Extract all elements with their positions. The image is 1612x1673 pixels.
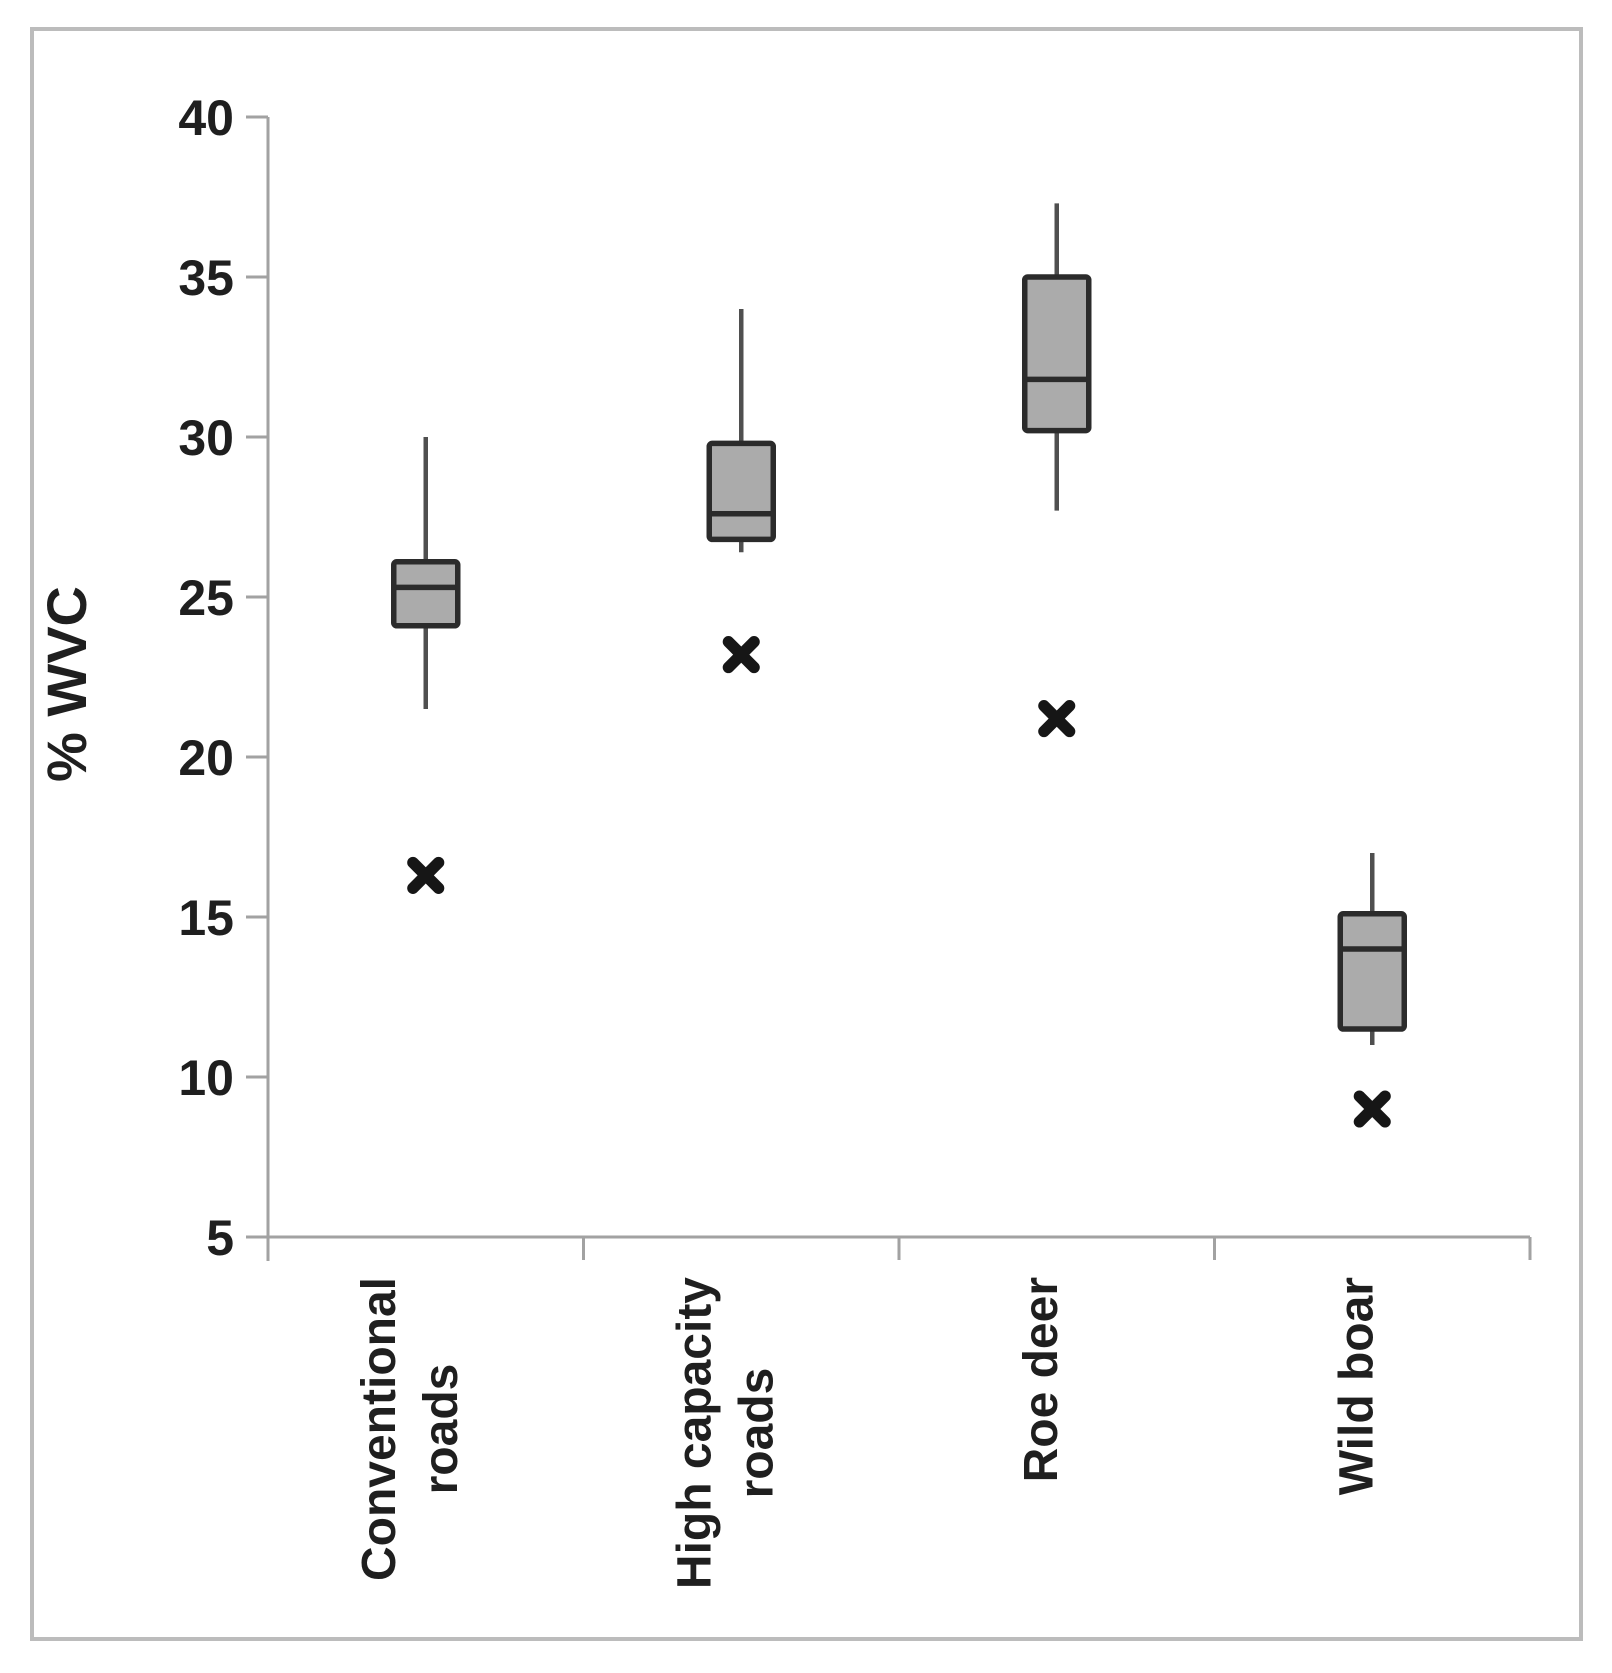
y-tick-label: 20	[178, 730, 234, 786]
outlier-x-marker	[1353, 1090, 1391, 1128]
figure-border	[30, 27, 1583, 1641]
y-tick-label: 40	[178, 90, 234, 146]
y-tick-label: 5	[206, 1210, 234, 1266]
x-category-label: roads	[415, 1364, 468, 1495]
box-iqr	[706, 440, 776, 543]
y-tick-label: 25	[178, 570, 234, 626]
x-category-label: Conventional	[353, 1277, 406, 1581]
y-axis-title: % WVC	[35, 586, 98, 782]
outlier-x-marker	[722, 636, 760, 674]
y-tick-label: 30	[178, 410, 234, 466]
x-category-label: High capacity	[668, 1277, 721, 1589]
outlier-x-marker	[407, 856, 445, 894]
y-tick-label: 10	[178, 1050, 234, 1106]
box-iqr	[1337, 911, 1407, 1032]
box-iqr	[391, 559, 461, 629]
x-category-label: roads	[730, 1368, 783, 1499]
y-tick-label: 15	[178, 890, 234, 946]
y-tick-label: 35	[178, 250, 234, 306]
box-iqr	[1022, 274, 1092, 434]
x-category-label: Wild boar	[1330, 1277, 1383, 1495]
outlier-x-marker	[1038, 700, 1076, 738]
x-category-label: Roe deer	[1015, 1277, 1068, 1482]
